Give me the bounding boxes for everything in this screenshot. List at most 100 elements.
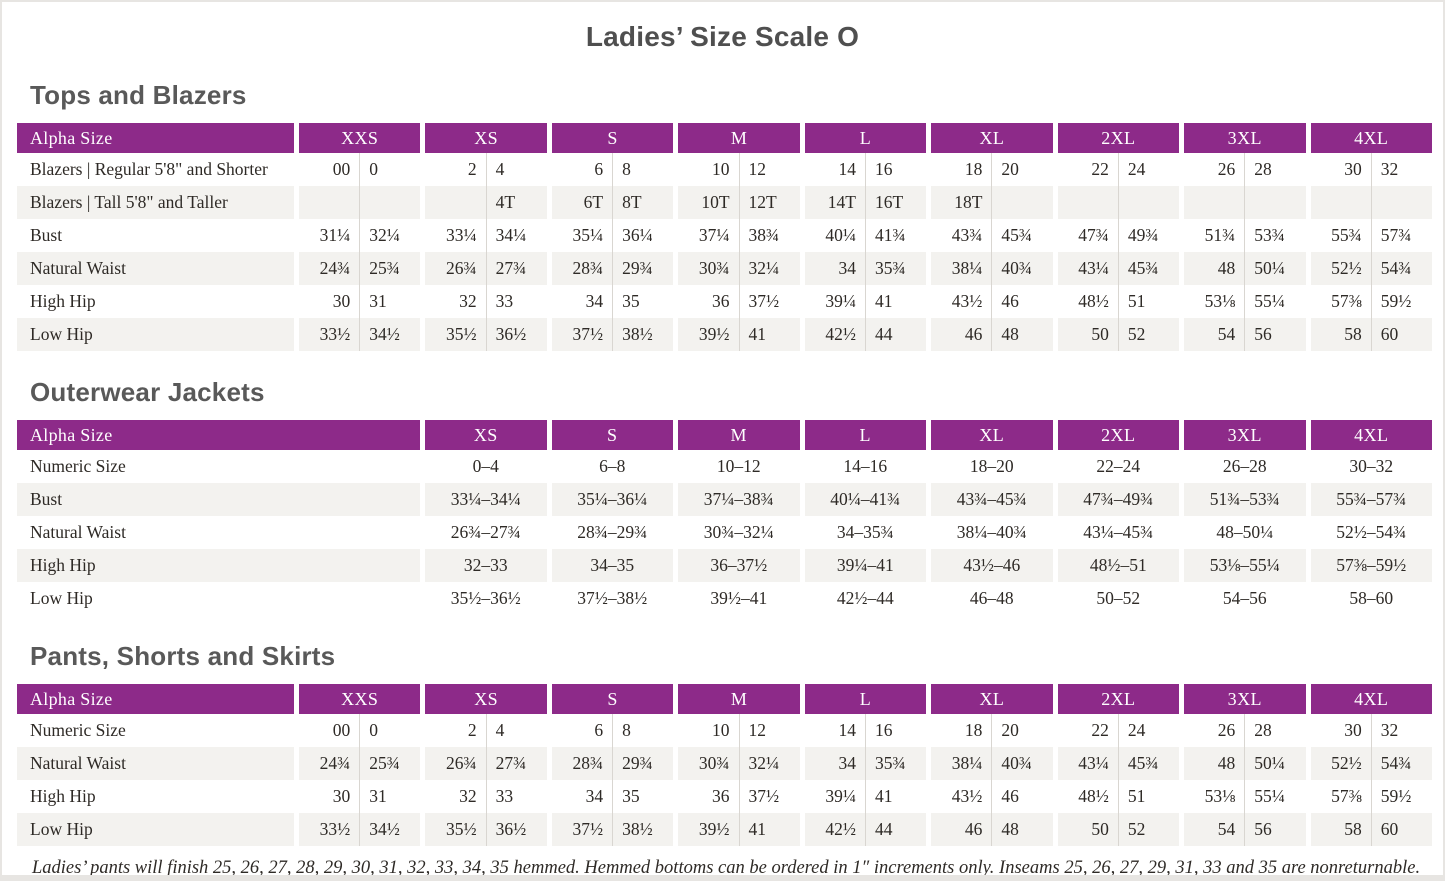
size-value-cell: 40¼–41¾ <box>804 483 926 516</box>
size-value-group: 37¼ 38¾ <box>673 219 799 252</box>
size-value-cell: 14 <box>805 153 866 186</box>
size-value-group: 14T 16T <box>799 186 927 219</box>
size-value-group: 00 0 <box>294 714 420 747</box>
size-value-group: 33¼ 34¼ <box>420 219 546 252</box>
size-value-group: 58 60 <box>1305 318 1432 351</box>
size-value-cell: 54 <box>1184 813 1246 846</box>
size-value-cell: 40¾ <box>992 747 1053 780</box>
size-value-cell: 44 <box>865 318 927 351</box>
size-value-cell: 48 <box>992 318 1053 351</box>
size-value-cell: 33¼–34¼ <box>425 483 547 516</box>
size-value-group: 46–48 <box>926 582 1053 615</box>
size-value-group: 26¾–27¾ <box>420 516 547 549</box>
size-value-cell: 22 <box>1058 153 1119 186</box>
size-value-cell: 30 <box>1311 153 1372 186</box>
size-value-group: 36 37½ <box>673 780 799 813</box>
size-value-cell: 35 <box>622 291 640 311</box>
size-value-group: 33½ 34½ <box>294 813 421 846</box>
size-value-cell: 52 <box>1118 318 1180 351</box>
size-value-group: 6–8 <box>546 450 674 483</box>
size-value-cell: 34 <box>552 780 614 813</box>
size-value-cell: 10–12 <box>716 456 761 476</box>
size-value-cell: 14T <box>804 186 866 219</box>
size-value-group: 26¾ 27¾ <box>420 252 547 285</box>
section-title-tops-and-blazers: Tops and Blazers <box>30 80 247 110</box>
size-value-cell: 34½ <box>360 813 421 846</box>
size-value-cell: 35 <box>622 786 640 806</box>
size-value-cell: 29¾ <box>613 747 674 780</box>
size-value-cell: 28¾ <box>551 252 614 285</box>
table-row: Blazers | Regular 5'8" and Shorter 00 0 2 4 6… <box>17 153 1432 186</box>
size-value-group: 42½ 44 <box>799 318 927 351</box>
size-column-header: XXS <box>294 684 421 714</box>
size-value-group: 54 56 <box>1179 813 1306 846</box>
size-value-cell: 24 <box>1127 159 1146 179</box>
size-value-cell: 35½ <box>425 318 487 351</box>
size-value-group: 18 20 <box>926 153 1052 186</box>
size-value-cell: 38½ <box>613 318 674 351</box>
size-value-cell: 39¼–41 <box>804 549 926 582</box>
size-value-group: 53⅛ 55¼ <box>1179 780 1305 813</box>
size-value-cell: 6–8 <box>599 456 626 476</box>
size-value-group: 48 50¼ <box>1179 252 1306 285</box>
size-value-cell: 18T <box>931 186 993 219</box>
size-column-header: S <box>546 123 674 153</box>
size-value-cell: 40¼ <box>805 219 866 252</box>
size-value-cell <box>299 186 361 219</box>
size-value-cell: 45¾ <box>1118 252 1180 285</box>
size-value-cell: 00 <box>299 153 361 186</box>
size-value-cell: 26 <box>1184 714 1246 747</box>
size-value-group: 58–60 <box>1305 582 1433 615</box>
size-value-cell: 4 <box>495 159 505 179</box>
alpha-size-header-cell: Alpha Size <box>17 123 294 153</box>
size-value-group: 34–35¾ <box>799 516 927 549</box>
size-value-cell: 4 <box>495 720 505 740</box>
size-value-cell: 10T <box>678 186 740 219</box>
size-value-cell: 35¼–36¼ <box>551 483 673 516</box>
size-value-cell: 48 <box>1184 252 1246 285</box>
size-value-group: 28¾–29¾ <box>546 516 674 549</box>
size-value-cell: 33 <box>495 786 514 806</box>
size-value-cell: 53⅛ <box>1184 285 1246 318</box>
size-value-group: 22 24 <box>1052 153 1179 186</box>
size-value-cell <box>992 186 1053 219</box>
size-value-group: 50 52 <box>1052 318 1180 351</box>
size-value-cell: 50–52 <box>1096 588 1141 608</box>
size-value-group: 42½–44 <box>799 582 927 615</box>
footnote: Ladies’ pants will finish 25, 26, 27, 28… <box>32 858 1421 878</box>
size-value-cell: 30–32 <box>1349 456 1394 476</box>
size-value-cell: 18 <box>931 153 993 186</box>
size-value-group: 30 32 <box>1305 714 1432 747</box>
size-value-group <box>294 186 421 219</box>
size-value-cell: 30 <box>299 780 361 813</box>
size-value-cell: 32 <box>425 780 487 813</box>
size-value-cell: 27¾ <box>486 747 547 780</box>
size-column-header: S <box>546 420 673 450</box>
size-value-cell: 0 <box>369 720 378 740</box>
size-value-group: 38¼ 40¾ <box>926 252 1053 285</box>
size-value-cell: 12T <box>739 186 800 219</box>
size-value-cell: 34½ <box>360 318 421 351</box>
size-value-cell: 32¼ <box>739 747 800 780</box>
size-value-group: 43¾–45¾ <box>926 483 1053 516</box>
size-value-group: 34 35 <box>546 780 673 813</box>
size-value-cell: 32 <box>1380 720 1399 740</box>
table-row: Low Hip 33½ 34½ 35½ 36½ 37½ 38½ 39½ 41 42½ 44 46 48 5… <box>17 813 1432 846</box>
size-value-group: 51¾–53¾ <box>1179 483 1306 516</box>
size-value-group: 24¾ 25¾ <box>294 252 421 285</box>
size-value-cell: 52½–54¾ <box>1336 522 1407 542</box>
size-value-group: 31¼ 32¼ <box>294 219 420 252</box>
size-value-cell: 39¼ <box>805 285 866 318</box>
size-value-group: 30 32 <box>1305 153 1432 186</box>
size-value-cell: 43¼ <box>1057 252 1119 285</box>
size-value-cell: 6 <box>552 714 614 747</box>
size-value-cell: 48 <box>992 813 1053 846</box>
size-value-cell: 45¾ <box>1118 747 1180 780</box>
size-value-cell: 57⅜ <box>1311 285 1372 318</box>
size-value-cell: 57¾ <box>1380 225 1412 245</box>
size-value-cell: 32¼ <box>369 225 400 245</box>
size-column-header: 4XL <box>1305 123 1432 153</box>
size-value-group: 54 56 <box>1179 318 1306 351</box>
table-row: Numeric Size 0–4 6–8 10–12 14–16 18–20 22–24 26… <box>17 450 1432 483</box>
size-value-group <box>1179 186 1306 219</box>
